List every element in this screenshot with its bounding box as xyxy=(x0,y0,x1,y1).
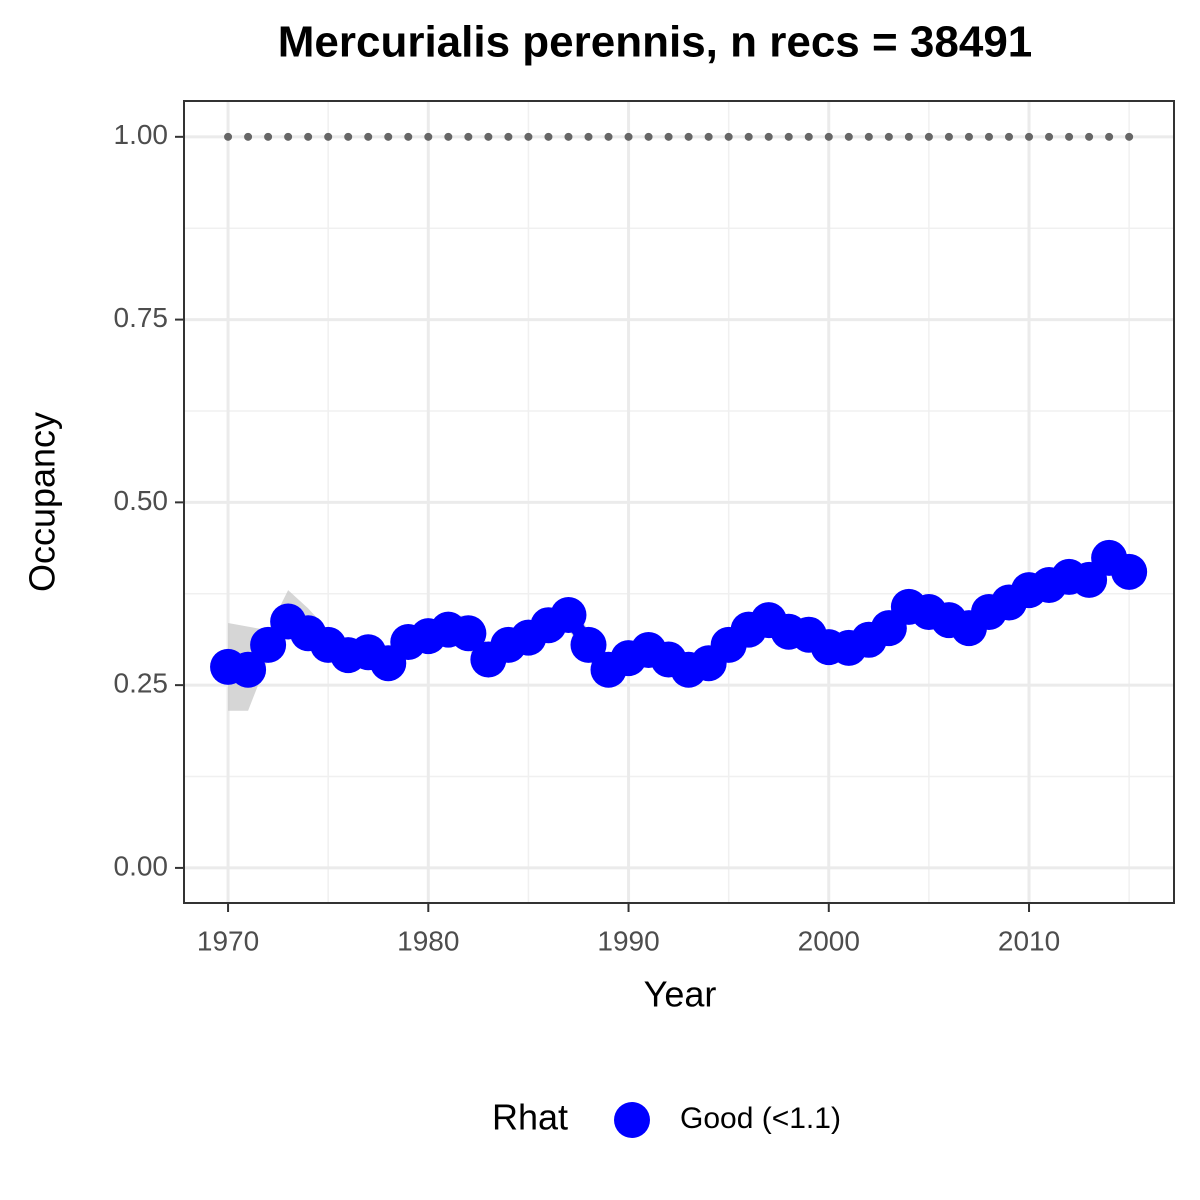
x-tick-label: 2000 xyxy=(798,925,860,956)
x-tick-label: 1970 xyxy=(197,925,259,956)
x-tick-label: 1980 xyxy=(397,925,459,956)
x-axis-label: Year xyxy=(644,974,717,1015)
data-point xyxy=(250,626,287,663)
data-point xyxy=(570,626,607,663)
data-point xyxy=(230,651,267,688)
legend-title: Rhat xyxy=(492,1097,568,1138)
y-tick-label: 0.25 xyxy=(114,668,169,699)
data-point xyxy=(450,615,487,652)
y-tick-label: 0.00 xyxy=(114,850,169,881)
data-point xyxy=(1111,553,1148,590)
x-tick-label: 1990 xyxy=(597,925,659,956)
legend-label: Good (<1.1) xyxy=(680,1102,841,1135)
data-point xyxy=(550,596,587,633)
panel-border xyxy=(183,100,1175,904)
legend-swatch xyxy=(614,1102,650,1138)
x-tick-label: 2010 xyxy=(998,925,1060,956)
y-tick-label: 1.00 xyxy=(114,119,169,150)
y-tick-label: 0.50 xyxy=(114,485,169,516)
y-axis-label: Occupancy xyxy=(22,412,63,592)
y-tick-label: 0.75 xyxy=(114,302,169,333)
chart-title: Mercurialis perennis, n recs = 38491 xyxy=(278,18,1033,67)
